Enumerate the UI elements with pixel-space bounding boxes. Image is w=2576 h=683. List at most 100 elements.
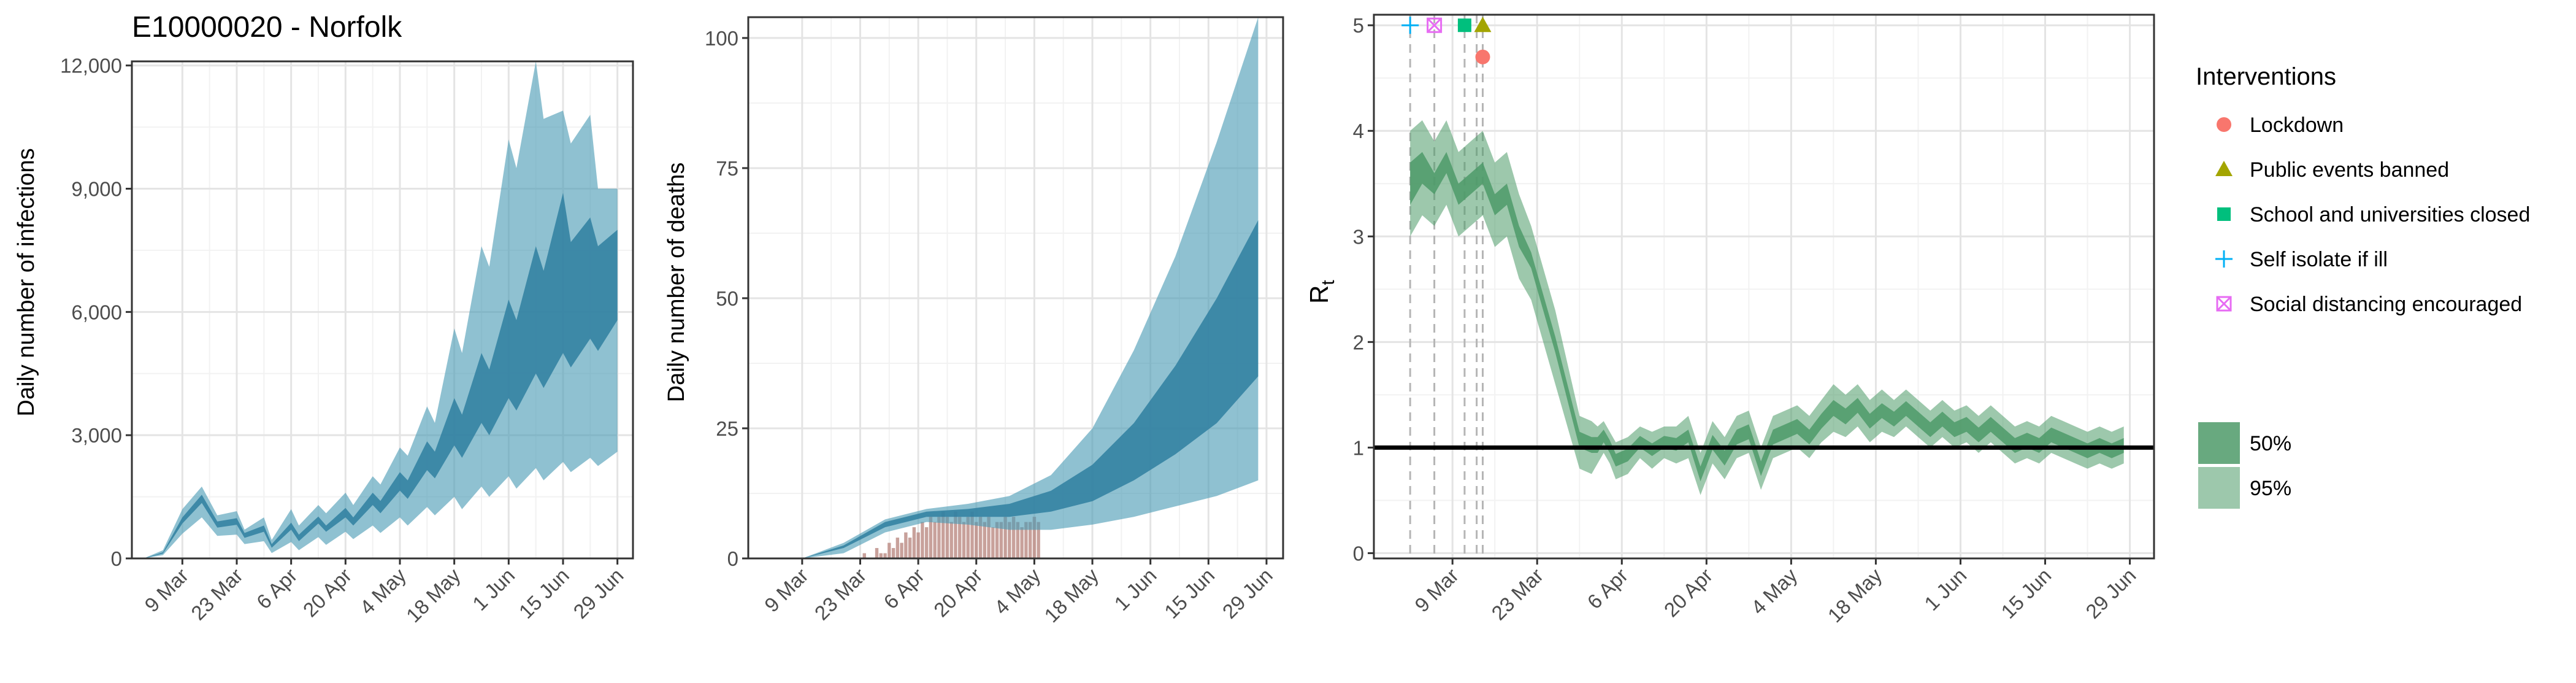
legend-key-boxcross — [2216, 296, 2232, 312]
death-bar — [983, 522, 987, 558]
panel-border — [747, 16, 1284, 560]
x-tick-label: 20 Apr — [299, 564, 356, 622]
death-bar — [1011, 517, 1016, 558]
marker-school — [1457, 18, 1471, 33]
y-axis-label-deaths: Daily number of deaths — [664, 163, 689, 403]
ci50-band — [144, 193, 618, 558]
legend-title: Interventions — [2196, 63, 2336, 90]
death-bar — [949, 522, 953, 558]
plot-area-rt — [1409, 15, 2124, 558]
death-bar — [891, 548, 895, 558]
x-tick-label: 18 May — [1040, 563, 1103, 627]
death-bar — [875, 548, 879, 558]
x-tick-label: 15 Jun — [1160, 564, 1219, 623]
y-axis-label-infections: Daily number of infections — [13, 148, 39, 416]
death-bar — [879, 553, 883, 558]
death-bar — [1020, 527, 1024, 558]
legend-ci-key — [2198, 422, 2240, 464]
legend-ci-key — [2198, 467, 2240, 509]
x-tick-label: 23 Mar — [1487, 564, 1547, 625]
y-axis-label-rt: Rt — [1305, 280, 1338, 304]
y-tick-label: 75 — [716, 157, 738, 180]
death-bar — [1008, 522, 1011, 558]
legend-key-boxcross-d2 — [2216, 296, 2232, 312]
x-tick-label: 18 May — [1823, 563, 1887, 627]
death-bar — [954, 511, 957, 558]
marker-social-distancing — [1427, 17, 1443, 33]
death-bar — [962, 522, 966, 558]
y-tick-label: 4 — [1353, 120, 1364, 142]
chart-title: E10000020 - Norfolk — [132, 11, 402, 44]
death-bar — [1032, 517, 1037, 558]
x-tick-label: 4 May — [990, 563, 1045, 619]
death-bar — [995, 522, 999, 558]
x-tick-label: 18 May — [402, 563, 465, 627]
panel-border — [1373, 14, 2155, 560]
x-tick-label: 9 Mar — [140, 564, 193, 617]
x-tick-label: 6 Apr — [1583, 564, 1633, 614]
death-bar — [1037, 522, 1040, 558]
death-bar — [941, 511, 945, 558]
panel-border — [131, 60, 634, 560]
plot-area-deaths — [761, 17, 1259, 558]
marker-self-isolate — [1401, 17, 1419, 34]
legend-key-triangle — [2215, 161, 2233, 176]
ci95-band — [1410, 120, 2124, 495]
y-tick-label: 6,000 — [71, 301, 122, 323]
death-bar — [908, 538, 912, 558]
ci50-band — [761, 220, 1259, 558]
legend-key-plus — [2215, 250, 2233, 268]
y-tick-label: 12,000 — [60, 55, 122, 77]
death-bar — [1016, 522, 1020, 558]
ci95-band — [761, 17, 1259, 558]
death-bar — [937, 517, 941, 558]
death-bar — [1024, 522, 1028, 558]
legend-label: Public events banned — [2250, 158, 2449, 182]
death-bar — [883, 553, 887, 558]
y-tick-label: 3 — [1353, 225, 1364, 248]
ci95-band — [144, 61, 618, 558]
legend-ci: 50% 95% — [2198, 422, 2291, 509]
death-bar — [1003, 517, 1007, 558]
death-bar — [945, 517, 949, 558]
death-bar — [921, 522, 924, 558]
death-bar — [924, 527, 929, 558]
marker-public-events — [1474, 17, 1492, 33]
y-tick-label: 1 — [1353, 436, 1364, 459]
legend-ci-label: 95% — [2250, 477, 2291, 500]
death-bar — [987, 517, 991, 558]
legend-key-square — [2217, 207, 2231, 221]
legend-label: Lockdown — [2250, 114, 2344, 137]
y-tick-label: 5 — [1353, 14, 1364, 37]
x-tick-label: 9 Mar — [760, 564, 813, 617]
deaths-panel: Daily number of deaths 0 25 50 75 100 9 Mar23… — [664, 16, 1284, 627]
y-tick-label: 3,000 — [71, 424, 122, 447]
x-tick-label: 29 Jun — [2081, 564, 2140, 623]
x-tick-label: 15 Jun — [1996, 564, 2055, 623]
y-tick-label: 9,000 — [71, 178, 122, 201]
death-bar — [975, 522, 978, 558]
legend: Interventions Lockdown Public events bann… — [2196, 63, 2530, 509]
marker-social-distancing-box — [1427, 17, 1443, 33]
legend-ci-label: 50% — [2250, 432, 2291, 455]
x-tick-label: 6 Apr — [252, 564, 302, 614]
y-tick-label: 0 — [111, 547, 122, 570]
y-tick-label: 25 — [716, 417, 738, 440]
death-bar — [933, 522, 937, 558]
death-bar — [895, 538, 900, 558]
death-bar — [916, 532, 920, 558]
y-tick-label: 0 — [1353, 542, 1364, 565]
y-tick-label: 2 — [1353, 331, 1364, 353]
death-bar — [991, 527, 995, 558]
x-tick-label: 15 Jun — [515, 564, 573, 623]
marker-lockdown — [1475, 49, 1490, 64]
legend-label: Self isolate if ill — [2250, 248, 2388, 271]
x-tick-label: 29 Jun — [1218, 564, 1277, 623]
x-tick-label: 4 May — [1747, 563, 1802, 619]
x-tick-label: 1 Jun — [1920, 564, 1971, 615]
x-tick-label: 23 Mar — [186, 564, 247, 625]
x-tick-label: 6 Apr — [879, 564, 929, 614]
legend-label: School and universities closed — [2250, 203, 2530, 226]
rt-panel: Rt 0 1 2 3 4 5 9 Mar 23 Mar 6 Apr 20 Apr 4 May 18 M… — [1305, 14, 2155, 627]
